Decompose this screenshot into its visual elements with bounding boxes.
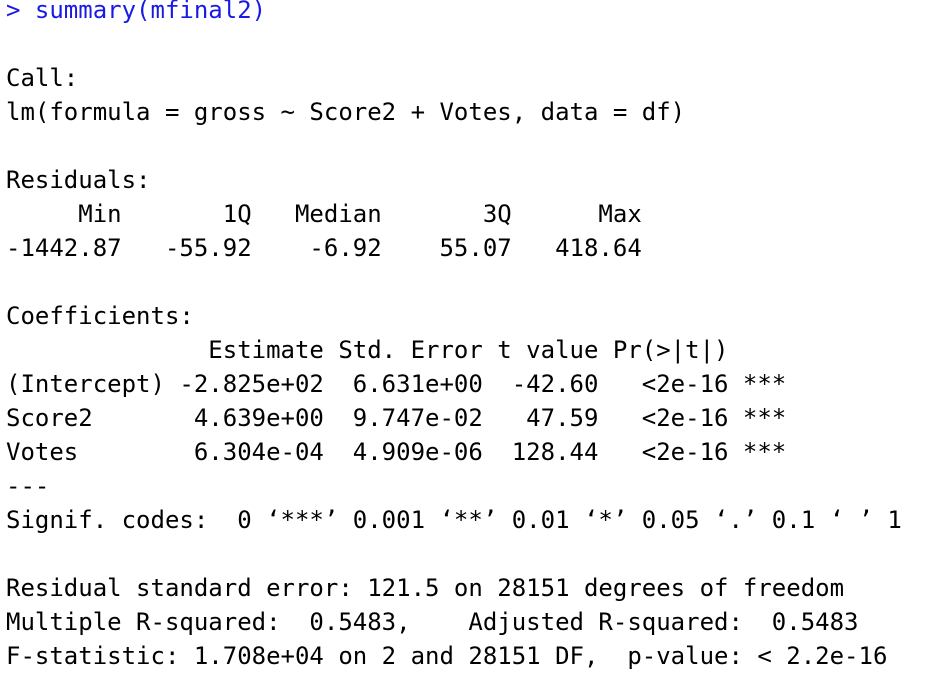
coefficients-separator: --- <box>6 472 50 500</box>
residual-standard-error-line: Residual standard error: 121.5 on 28151 … <box>6 574 845 602</box>
coefficients-heading: Coefficients: <box>6 302 194 330</box>
r-squared-line: Multiple R-squared: 0.5483, Adjusted R-s… <box>6 608 873 636</box>
residuals-heading: Residuals: <box>6 166 151 194</box>
call-formula: lm(formula = gross ~ Score2 + Votes, dat… <box>6 98 686 126</box>
residuals-header-row: Min 1Q Median 3Q Max <box>6 200 657 228</box>
coefficient-row-votes: Votes 6.304e-04 4.909e-06 128.44 <2e-16 … <box>6 438 787 466</box>
console-command: summary(mfinal2) <box>34 0 267 24</box>
coefficient-row-score2: Score2 4.639e+00 9.747e-02 47.59 <2e-16 … <box>6 404 787 432</box>
coefficients-header-row: Estimate Std. Error t value Pr(>|t|) <box>6 336 787 364</box>
console-prompt: > <box>6 0 35 24</box>
residuals-values-row: -1442.87 -55.92 -6.92 55.07 418.64 <box>6 234 657 262</box>
console-command-line[interactable]: > summary(mfinal2) <box>6 0 266 27</box>
f-statistic-line: F-statistic: 1.708e+04 on 2 and 28151 DF… <box>6 642 888 670</box>
signif-codes-line: Signif. codes: 0 ‘***’ 0.001 ‘**’ 0.01 ‘… <box>6 506 902 534</box>
call-heading: Call: <box>6 64 79 92</box>
coefficient-row-intercept: (Intercept) -2.825e+02 6.631e+00 -42.60 … <box>6 370 787 398</box>
